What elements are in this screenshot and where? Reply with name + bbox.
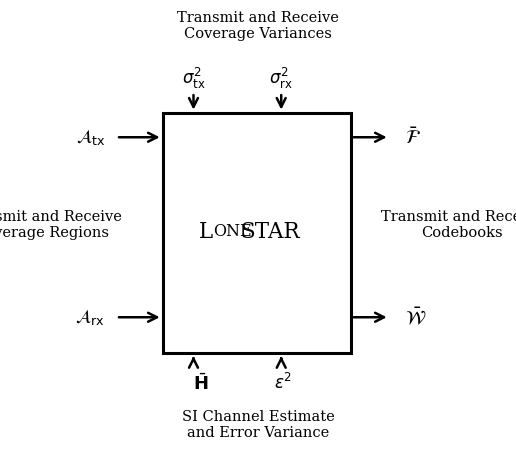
Text: STAR: STAR: [240, 221, 300, 243]
Text: $\bar{\mathbf{H}}$: $\bar{\mathbf{H}}$: [192, 373, 208, 394]
Text: $\bar{\mathcal{F}}$: $\bar{\mathcal{F}}$: [405, 127, 421, 148]
Text: $\sigma_{\mathrm{tx}}^2$: $\sigma_{\mathrm{tx}}^2$: [182, 66, 205, 91]
Text: SI Channel Estimate
and Error Variance: SI Channel Estimate and Error Variance: [182, 410, 334, 440]
Text: $\mathcal{A}_{\mathrm{tx}}$: $\mathcal{A}_{\mathrm{tx}}$: [75, 128, 105, 147]
Text: $\epsilon^2$: $\epsilon^2$: [274, 374, 292, 393]
Text: $\sigma_{\mathrm{rx}}^2$: $\sigma_{\mathrm{rx}}^2$: [269, 66, 293, 91]
Text: Transmit and Receive
Coverage Regions: Transmit and Receive Coverage Regions: [0, 210, 122, 240]
Text: $\mathcal{A}_{\mathrm{rx}}$: $\mathcal{A}_{\mathrm{rx}}$: [75, 308, 105, 327]
Bar: [163, 112, 351, 353]
Text: Transmit and Receive
Codebooks: Transmit and Receive Codebooks: [381, 210, 516, 240]
Text: Transmit and Receive
Coverage Variances: Transmit and Receive Coverage Variances: [177, 11, 339, 41]
Text: $\bar{\mathcal{W}}$: $\bar{\mathcal{W}}$: [405, 306, 426, 328]
Text: L: L: [199, 221, 214, 243]
Text: ONE: ONE: [213, 223, 251, 240]
